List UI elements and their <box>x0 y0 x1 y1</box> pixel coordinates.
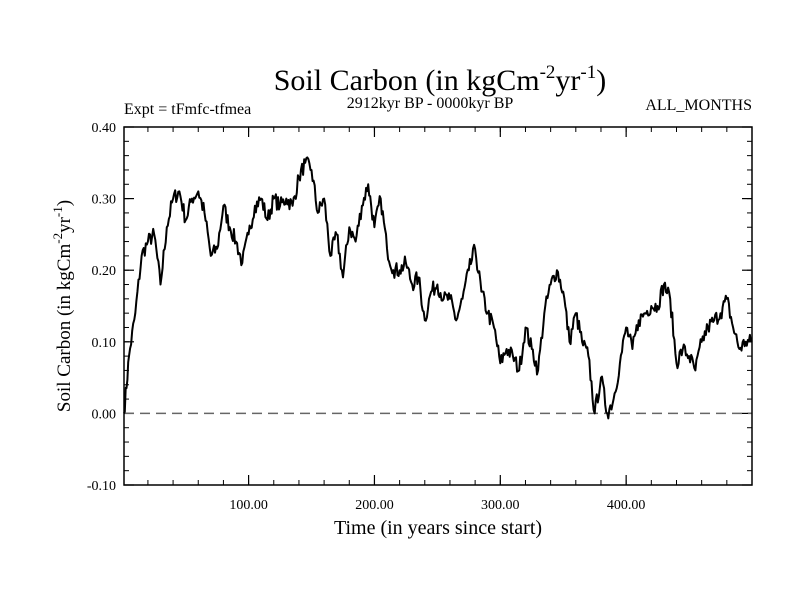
series-line-soil-carbon <box>123 156 753 420</box>
y-tick-label: 0.00 <box>92 407 117 422</box>
y-tick-label: 0.20 <box>92 264 117 279</box>
chart-title: Soil Carbon (in kgCm-2yr-1) <box>274 62 607 97</box>
x-tick-label: 400.00 <box>607 498 646 513</box>
months-label: ALL_MONTHS <box>645 97 752 114</box>
y-axis-label: Soil Carbon (in kgCm-2yr-1) <box>50 200 75 412</box>
x-tick-label: 200.00 <box>355 498 394 513</box>
experiment-label: Expt = tFmfc-tfmea <box>124 101 251 118</box>
y-tick-label: 0.30 <box>92 193 117 208</box>
y-tick-label: 0.10 <box>92 336 117 351</box>
x-tick-label: 300.00 <box>481 498 520 513</box>
y-tick-label: -0.10 <box>87 479 116 494</box>
time-range-label: 2912kyr BP - 0000kyr BP <box>347 95 514 112</box>
y-tick-label: 0.40 <box>92 121 117 136</box>
x-axis-label: Time (in years since start) <box>334 517 542 539</box>
x-tick-label: 100.00 <box>229 498 268 513</box>
plot-frame <box>123 126 753 486</box>
tick-labels: -0.10 0.00 0.10 0.20 0.30 0.40 100.00 200.00 300… <box>87 121 646 513</box>
